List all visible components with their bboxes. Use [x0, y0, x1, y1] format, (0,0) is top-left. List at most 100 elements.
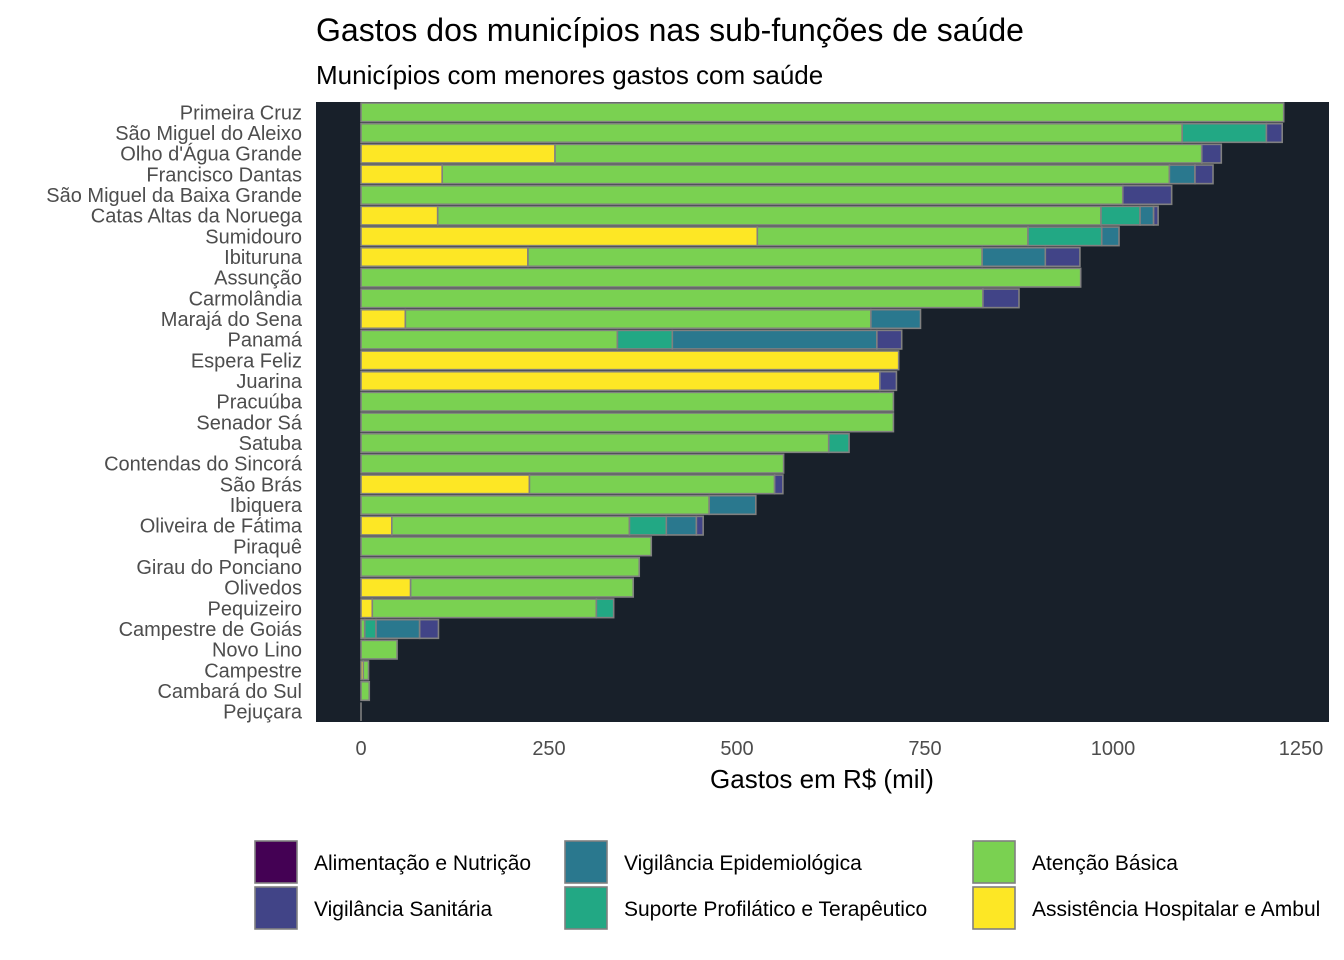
y-tick-label: Satuba: [239, 433, 303, 455]
bar-novo-lino-atencao-basica: [360, 639, 398, 660]
bar-catas-altas-da-noruega-assistencia-hospitalar-e-ambul: [360, 205, 439, 226]
bar-sumidouro-atencao-basica: [756, 226, 1029, 247]
bar-sao-miguel-do-aleixo-suporte-profilatico-e-terapeutico: [1181, 122, 1268, 144]
y-tick-label: Piraquê: [233, 536, 302, 558]
bar-olho-d-agua-grande-assistencia-hospitalar-e-ambul: [360, 143, 556, 164]
legend-label-alimentacao-e-nutricao: Alimentação e Nutrição: [314, 852, 531, 875]
legend-label-vigilancia-sanitaria: Vigilância Sanitária: [314, 898, 493, 921]
y-tick-label: Senador Sá: [196, 412, 303, 434]
bar-catas-altas-da-noruega-vigilancia-epidemiologica: [1139, 205, 1155, 226]
x-tick-label: 750: [908, 738, 941, 760]
y-tick-label: Olho d'Água Grande: [120, 143, 302, 166]
bar-catas-altas-da-noruega-suporte-profilatico-e-terapeutico: [1100, 205, 1141, 226]
bar-campestre-atencao-basica: [362, 660, 370, 681]
y-tick-label: Catas Altas da Noruega: [91, 206, 303, 228]
bar-campestre-de-goias-vigilancia-sanitaria: [418, 618, 440, 640]
y-tick-label: Ibituruna: [224, 247, 303, 269]
bar-panama-vigilancia-sanitaria: [876, 329, 903, 350]
bar-ibituruna-vigilancia-sanitaria: [1044, 246, 1081, 268]
bar-ibituruna-assistencia-hospitalar-e-ambul: [360, 246, 529, 268]
bar-sao-miguel-da-baixa-grande-vigilancia-sanitaria: [1121, 184, 1173, 206]
bar-pracuuba-atencao-basica: [360, 391, 895, 412]
y-tick-label: São Miguel do Aleixo: [115, 123, 302, 145]
x-axis-labels: 0 250 500 750 1000 1250: [355, 738, 1323, 760]
bar-francisco-dantas-assistencia-hospitalar-e-ambul: [360, 164, 444, 185]
y-tick-label: Primeira Cruz: [180, 102, 302, 124]
y-tick-label: Novo Lino: [212, 640, 302, 662]
bar-senador-sa-atencao-basica: [360, 412, 895, 433]
bar-satuba-atencao-basica: [360, 432, 830, 454]
legend: Alimentação e Nutrição Vigilância Sanitár…: [254, 840, 1320, 930]
bar-contendas-do-sincora-atencao-basica: [360, 453, 785, 474]
legend-label-atencao-basica: Atenção Básica: [1032, 852, 1178, 875]
bar-sumidouro-vigilancia-epidemiologica: [1100, 226, 1120, 247]
y-tick-label: Espera Feliz: [191, 350, 302, 372]
bar-sao-miguel-do-aleixo-atencao-basica: [360, 122, 1183, 144]
bar-girau-do-ponciano-atencao-basica: [360, 556, 641, 578]
x-tick-label: 500: [720, 738, 753, 760]
bar-maraja-do-sena-atencao-basica: [404, 308, 872, 330]
y-tick-label: São Brás: [220, 474, 302, 496]
y-tick-label: Francisco Dantas: [146, 164, 302, 186]
y-tick-label: Pejuçara: [223, 702, 303, 724]
y-tick-label: Cambará do Sul: [157, 681, 302, 703]
bar-oliveira-de-fatima-vigilancia-sanitaria: [695, 515, 704, 536]
y-tick-label: Campestre: [204, 660, 302, 682]
bar-sumidouro-assistencia-hospitalar-e-ambul: [360, 226, 759, 247]
bar-pequizeiro-assistencia-hospitalar-e-ambul: [360, 598, 374, 619]
bar-satuba-suporte-profilatico-e-terapeutico: [827, 432, 850, 454]
y-tick-label: Contendas do Sincorá: [104, 454, 303, 476]
bar-olho-d-agua-grande-vigilancia-sanitaria: [1200, 143, 1223, 164]
bar-catas-altas-da-noruega-vigilancia-sanitaria: [1152, 205, 1159, 226]
bar-sao-bras-assistencia-hospitalar-e-ambul: [360, 474, 531, 495]
y-tick-label: Campestre de Goiás: [119, 619, 302, 641]
bar-catas-altas-da-noruega-atencao-basica: [436, 205, 1102, 226]
legend-swatch-vigilancia-sanitaria: [254, 886, 298, 930]
bar-panama-vigilancia-epidemiologica: [671, 329, 878, 350]
x-tick-label: 250: [532, 738, 565, 760]
bar-assuncao-atencao-basica: [360, 267, 1082, 288]
bar-olho-d-agua-grande-atencao-basica: [554, 143, 1203, 164]
x-tick-label: 1000: [1091, 738, 1136, 760]
bar-cambara-do-sul-atencao-basica: [360, 680, 371, 702]
y-tick-label: Marajá do Sena: [161, 309, 303, 331]
bar-ibiquera-atencao-basica: [360, 494, 710, 516]
y-tick-label: Oliveira de Fátima: [140, 516, 303, 538]
bar-oliveira-de-fatima-assistencia-hospitalar-e-ambul: [360, 515, 393, 536]
bar-sao-miguel-da-baixa-grande-atencao-basica: [360, 184, 1124, 206]
bar-oliveira-de-fatima-vigilancia-epidemiologica: [665, 515, 698, 536]
y-tick-label: Girau do Ponciano: [136, 557, 302, 579]
bar-francisco-dantas-atencao-basica: [441, 164, 1171, 185]
y-tick-label: Carmolândia: [189, 288, 303, 310]
y-tick-label: Pequizeiro: [207, 598, 302, 620]
chart-title: Gastos dos municípios nas sub-funções de…: [316, 12, 1024, 48]
bar-olivedos-atencao-basica: [409, 577, 635, 598]
legend-swatch-assistencia-hospitalar-e-ambul: [972, 886, 1016, 930]
bar-panama-suporte-profilatico-e-terapeutico: [616, 329, 674, 350]
bar-sao-bras-atencao-basica: [528, 474, 776, 495]
y-tick-label: Olivedos: [224, 578, 302, 600]
x-tick-label: 1250: [1279, 738, 1324, 760]
bars-layer: [360, 102, 1285, 721]
x-tick-label: 0: [355, 738, 366, 760]
bar-sumidouro-suporte-profilatico-e-terapeutico: [1027, 226, 1103, 247]
x-axis-title: Gastos em R$ (mil): [710, 764, 934, 794]
bar-primeira-cruz-atencao-basica: [360, 102, 1285, 123]
legend-label-suporte-profilatico-e-terapeutico: Suporte Profilático e Terapêutico: [624, 898, 927, 921]
bar-piraque-atencao-basica: [360, 536, 653, 557]
legend-swatch-alimentacao-e-nutricao: [254, 840, 298, 884]
bar-francisco-dantas-vigilancia-epidemiologica: [1168, 164, 1196, 185]
legend-swatch-vigilancia-epidemiologica: [564, 840, 608, 884]
bar-espera-feliz-assistencia-hospitalar-e-ambul: [360, 350, 900, 371]
y-tick-label: Sumidouro: [205, 226, 302, 248]
y-tick-label: Juarina: [236, 371, 302, 393]
legend-swatch-atencao-basica: [972, 840, 1016, 884]
bar-campestre-de-goias-vigilancia-epidemiologica: [375, 618, 421, 640]
bar-pequizeiro-suporte-profilatico-e-terapeutico: [595, 598, 615, 619]
bar-ibiquera-vigilancia-epidemiologica: [708, 494, 757, 516]
bar-olivedos-assistencia-hospitalar-e-ambul: [360, 577, 412, 598]
y-tick-label: Ibiquera: [230, 495, 303, 517]
bar-campestre-de-goias-suporte-profilatico-e-terapeutico: [363, 618, 377, 640]
bar-oliveira-de-fatima-suporte-profilatico-e-terapeutico: [628, 515, 668, 536]
